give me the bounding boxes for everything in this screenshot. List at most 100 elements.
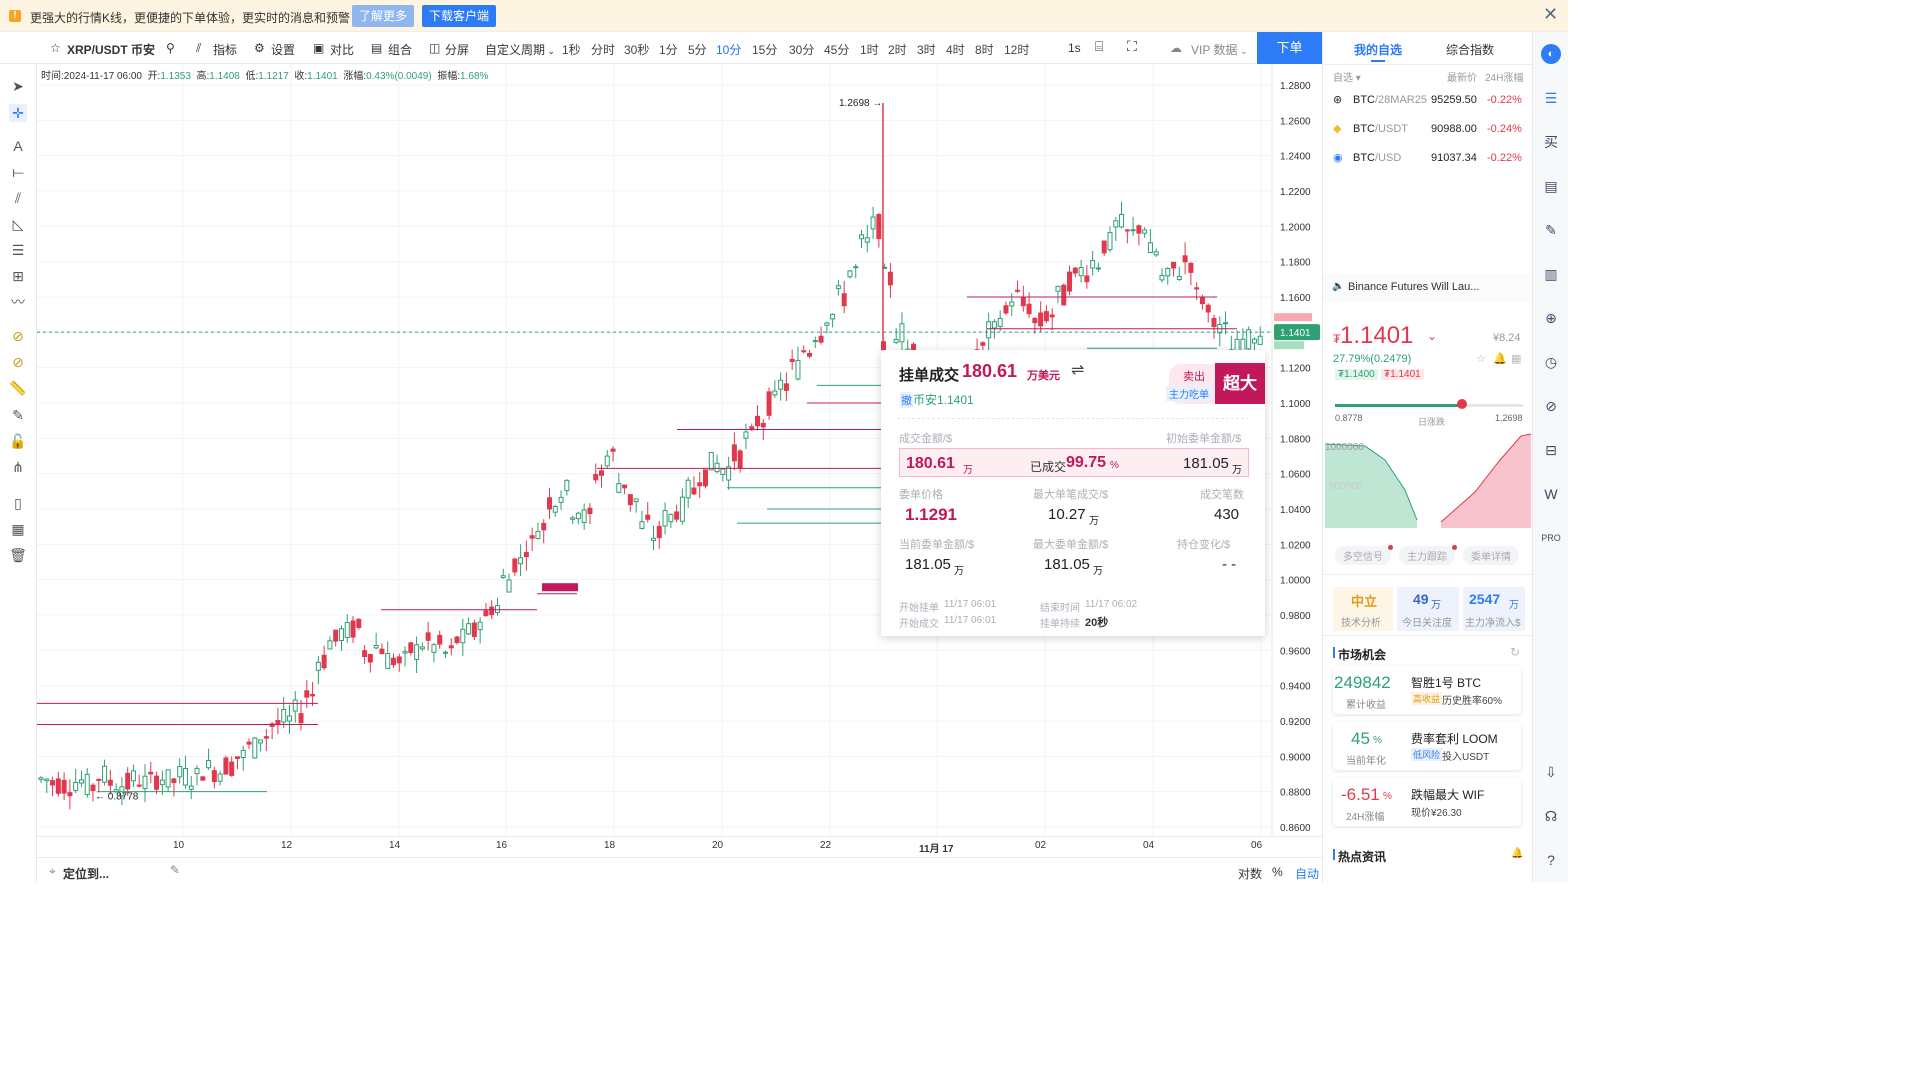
add-window-icon[interactable]: ⊕ <box>1545 310 1557 326</box>
compare-button[interactable]: 对比 <box>330 43 355 57</box>
text-tool-icon[interactable]: A <box>13 138 23 154</box>
wallet-icon[interactable]: W <box>1544 486 1558 502</box>
fib-tool-icon[interactable]: ⊘ <box>12 328 24 344</box>
vip-data-dropdown[interactable]: VIP 数据 ⌄ <box>1191 41 1248 58</box>
grid-tool-icon[interactable]: ⊞ <box>12 268 24 284</box>
bell-icon[interactable]: 🔔 <box>1511 848 1524 859</box>
period-9[interactable]: 1时 <box>860 43 879 57</box>
close-icon[interactable]: ✕ <box>1543 4 1559 24</box>
refresh-icon[interactable]: ↻ <box>1510 645 1521 659</box>
app-logo-icon[interactable]: ◐ <box>1541 44 1561 64</box>
help-icon[interactable]: ? <box>1547 852 1555 868</box>
place-order-button[interactable]: 下单 <box>1257 32 1322 64</box>
order-details-chip[interactable]: 委单详情 <box>1463 546 1519 565</box>
clipboard-icon[interactable]: ▯ <box>14 495 22 511</box>
opportunity-card-2[interactable]: 45 % 当前年化 费率套利 LOOM 低风险 投入USDT <box>1333 722 1521 770</box>
locate-to-button[interactable]: 定位到... <box>63 867 110 881</box>
auto-scale-toggle[interactable]: 自动 <box>1295 867 1320 881</box>
search-icon[interactable]: ⚲ <box>166 41 175 55</box>
notes-icon[interactable]: ✎ <box>1545 222 1557 238</box>
combine-button[interactable]: 组合 <box>388 43 413 57</box>
percent-scale-toggle[interactable]: % <box>1272 865 1283 879</box>
clock-icon[interactable]: ◷ <box>1544 354 1558 370</box>
star-icon[interactable]: ☆ <box>50 41 61 55</box>
bar-chart-icon[interactable]: ▥ <box>1544 266 1558 282</box>
parallel-tool-icon[interactable]: ☰ <box>11 242 25 258</box>
angle-tool-icon[interactable]: ◺ <box>12 216 24 232</box>
period-2[interactable]: 30秒 <box>624 43 650 57</box>
period-11[interactable]: 3时 <box>917 43 936 57</box>
opportunity-card-3[interactable]: -6.51 % 24H涨幅 跌幅最大 WIF 现价¥26.30 <box>1333 778 1521 826</box>
period-0[interactable]: 1秒 <box>562 43 581 57</box>
trend-tool-icon[interactable]: ⫽ <box>14 190 22 206</box>
grid-icon[interactable]: ▦ <box>1511 353 1522 365</box>
template-icon[interactable]: ▦ <box>11 521 25 537</box>
settings-button[interactable]: 设置 <box>271 43 296 57</box>
gear-icon[interactable]: ⚙ <box>254 41 265 55</box>
star-icon[interactable]: ☆ <box>1476 353 1486 365</box>
period-14[interactable]: 12时 <box>1004 43 1030 57</box>
indicator-icon[interactable]: ⫽ <box>196 41 202 55</box>
period-6[interactable]: 15分 <box>752 43 778 57</box>
download-client-button[interactable]: 下载客户端 <box>422 5 497 27</box>
compare-icon[interactable]: ▣ <box>313 41 325 55</box>
period-4[interactable]: 5分 <box>688 43 707 57</box>
split-screen-button[interactable]: 分屏 <box>445 43 470 57</box>
period-1[interactable]: 分时 <box>591 43 616 57</box>
tab-my-watchlist[interactable]: 我的自选 <box>1354 43 1403 57</box>
symbol-selector[interactable]: XRP/USDT 币安 <box>67 43 156 57</box>
period-12[interactable]: 4时 <box>946 43 965 57</box>
download-icon[interactable]: ⇩ <box>1545 764 1557 780</box>
opportunity-card-1[interactable]: 249842 累计收益 智胜1号 BTC 高收益 历史胜率60% <box>1333 666 1521 714</box>
watchlist-row[interactable]: ◆ BTC/USDT 90988.00 -0.24% <box>1323 119 1533 141</box>
camera-icon[interactable]: ⌸ <box>1095 38 1104 54</box>
period-7[interactable]: 30分 <box>789 43 815 57</box>
edit-icon[interactable]: ✎ <box>170 863 181 877</box>
magnet-icon[interactable]: ⋔ <box>12 459 24 475</box>
watchlist-row[interactable]: ◉ BTC/USD 91037.34 -0.22% <box>1323 148 1533 170</box>
ruler-icon[interactable]: 📏 <box>9 380 27 396</box>
log-scale-toggle[interactable]: 对数 <box>1238 867 1263 881</box>
period-13[interactable]: 8时 <box>975 43 994 57</box>
watchlist-filter[interactable]: 自选 ▾ <box>1333 73 1361 84</box>
long-short-signal-chip[interactable]: 多空信号 <box>1335 546 1391 565</box>
crosshair-icon[interactable]: ✛ <box>9 104 27 122</box>
indicator-button[interactable]: 指标 <box>213 43 238 57</box>
pen-icon[interactable]: ✎ <box>12 407 24 423</box>
split-screen-icon[interactable]: ◫ <box>429 41 441 55</box>
stat-net-inflow[interactable]: 2547 万 主力净流入$ <box>1463 587 1525 631</box>
swap-icon[interactable]: ⇌ <box>1071 362 1085 379</box>
candle-body <box>252 737 258 759</box>
compass-icon[interactable]: ⊘ <box>1545 398 1557 414</box>
wave-tool-icon[interactable]: 〰 <box>11 294 25 310</box>
fullscreen-icon[interactable]: ⛶ <box>1127 38 1137 54</box>
stat-attention[interactable]: 49 万 今日关注度 <box>1397 587 1459 631</box>
interval-selector[interactable]: 1s <box>1068 41 1081 55</box>
period-10[interactable]: 2时 <box>888 43 907 57</box>
bell-icon[interactable]: 🔔 <box>1493 353 1507 365</box>
tab-composite-index[interactable]: 综合指数 <box>1446 43 1495 57</box>
watchlist-icon[interactable]: ☰ <box>1544 90 1558 106</box>
period-8[interactable]: 45分 <box>824 43 850 57</box>
period-3[interactable]: 1分 <box>659 43 678 57</box>
calculator-icon[interactable]: ⊟ <box>1545 442 1557 458</box>
news-ticker[interactable]: 🔈 Binance Futures Will Lau... <box>1323 274 1533 302</box>
period-5[interactable]: 10分 <box>716 43 742 57</box>
whale-tracking-chip[interactable]: 主力跟踪 <box>1399 546 1455 565</box>
lock-icon[interactable]: 🔓 <box>9 433 27 449</box>
cursor-icon[interactable]: ➤ <box>12 78 24 94</box>
trade-icon[interactable]: 买 <box>1544 134 1558 150</box>
stat-technical[interactable]: 中立 技术分析 <box>1333 587 1393 631</box>
fib-circle-icon[interactable]: ⊘ <box>12 354 24 370</box>
combine-icon[interactable]: ▤ <box>371 41 383 55</box>
watchlist-row[interactable]: ⊛ BTC/28MAR25 95259.50 -0.22% <box>1323 90 1533 112</box>
pro-icon[interactable]: PRO <box>1541 533 1561 543</box>
headset-icon[interactable]: ☊ <box>1544 808 1558 824</box>
chevron-down-icon[interactable]: ⌄ <box>1427 329 1438 343</box>
line-tool-icon[interactable]: ⟝ <box>12 164 24 180</box>
custom-period-dropdown[interactable]: 自定义周期 ⌄ <box>485 41 555 58</box>
learn-more-button[interactable]: 了解更多 <box>352 5 415 27</box>
candle-body <box>1003 305 1009 314</box>
news-icon[interactable]: ▤ <box>1544 178 1558 194</box>
trash-icon[interactable]: 🗑 <box>9 547 27 563</box>
